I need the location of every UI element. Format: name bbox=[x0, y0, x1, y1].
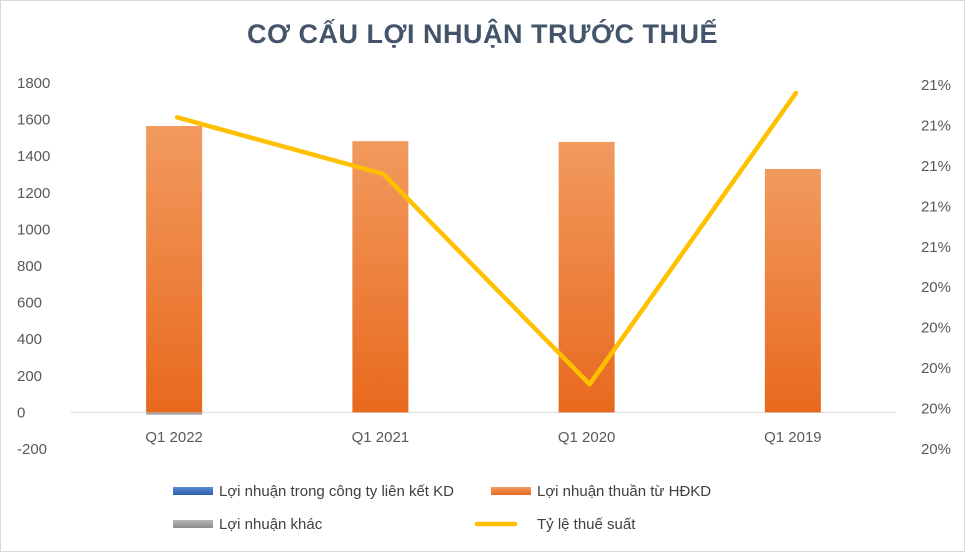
y-right-tick-label: 21% bbox=[921, 77, 951, 94]
y-right-tick-label: 20% bbox=[921, 320, 951, 337]
y-left-tick-label: 1600 bbox=[17, 112, 50, 129]
y-right-tick-label: 20% bbox=[921, 441, 951, 458]
y-right-tick-label: 21% bbox=[921, 158, 951, 175]
bar-series-1-1 bbox=[352, 141, 409, 413]
y-left-tick-label: 600 bbox=[17, 295, 42, 312]
legend-label: Lợi nhuận thuần từ HĐKD bbox=[537, 483, 711, 500]
legend-label: Lợi nhuận trong công ty liên kết KD bbox=[219, 483, 454, 500]
bar-series-1-0 bbox=[146, 126, 203, 413]
legend-item-0: Lợi nhuận trong công ty liên kết KD bbox=[173, 483, 454, 500]
y-left-tick-label: 1000 bbox=[17, 221, 50, 238]
y-right-tick-label: 20% bbox=[921, 279, 951, 296]
legend-swatch bbox=[173, 520, 213, 528]
y-left-tick-label: 400 bbox=[17, 331, 42, 348]
x-category-label: Q1 2021 bbox=[352, 429, 410, 446]
x-category-label: Q1 2020 bbox=[558, 429, 616, 446]
y-left-tick-label: 1200 bbox=[17, 185, 50, 202]
y-right-tick-label: 21% bbox=[921, 198, 951, 215]
y-left-tick-label: 200 bbox=[17, 368, 42, 385]
y-right-tick-label: 21% bbox=[921, 239, 951, 256]
y-left-tick-label: 800 bbox=[17, 258, 42, 275]
legend-item-2: Lợi nhuận khác bbox=[173, 516, 323, 533]
legend-swatch bbox=[173, 487, 213, 495]
legend-item-3: Tỷ lệ thuế suất bbox=[474, 516, 636, 533]
y-left-tick-label: -200 bbox=[17, 441, 47, 458]
line-series-3 bbox=[174, 90, 799, 387]
bar-series-2-0 bbox=[146, 412, 203, 415]
legend-item-1: Lợi nhuận thuần từ HĐKD bbox=[491, 483, 711, 500]
y-left-tick-label: 0 bbox=[17, 404, 25, 421]
legend-label: Lợi nhuận khác bbox=[219, 516, 323, 533]
legend-swatch bbox=[491, 487, 531, 495]
chart-title: CƠ CẤU LỢI NHUẬN TRƯỚC THUẾ bbox=[247, 19, 718, 49]
x-category-label: Q1 2019 bbox=[764, 429, 822, 446]
legend-label: Tỷ lệ thuế suất bbox=[537, 516, 636, 533]
y-left-tick-label: 1400 bbox=[17, 148, 50, 165]
x-category-label: Q1 2022 bbox=[145, 429, 203, 446]
bar-series-1-3 bbox=[764, 169, 821, 413]
y-right-tick-label: 21% bbox=[921, 117, 951, 134]
bar-series-1-2 bbox=[558, 141, 615, 413]
y-right-tick-label: 20% bbox=[921, 360, 951, 377]
y-left-tick-label: 1800 bbox=[17, 75, 50, 92]
y-right-tick-label: 20% bbox=[921, 401, 951, 418]
